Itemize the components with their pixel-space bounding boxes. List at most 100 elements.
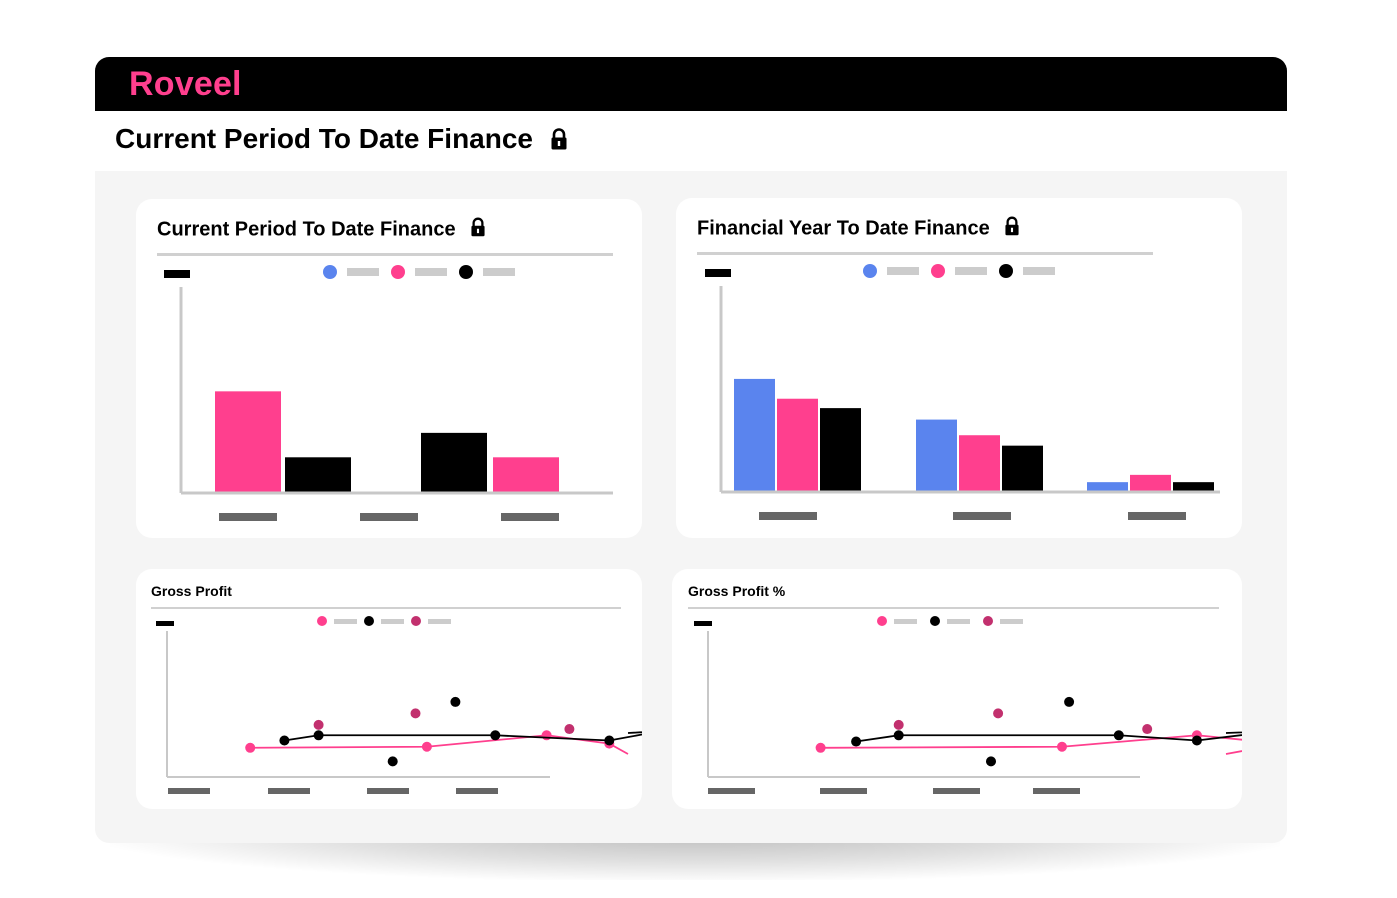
financial-year-card: Financial Year To Date Finance <box>676 198 1242 538</box>
x-tick-label <box>168 788 210 794</box>
top-bar: Roveel <box>95 57 1287 111</box>
gross-profit-pct-card: Gross Profit % <box>672 569 1242 809</box>
x-tick-label <box>268 788 310 794</box>
card-title: Current Period To Date Finance <box>157 217 485 243</box>
lock-icon <box>1005 216 1019 242</box>
y-axis-unit-label <box>156 621 174 626</box>
bar <box>1002 445 1043 491</box>
x-tick-label <box>820 788 867 794</box>
legend-marker <box>931 264 945 278</box>
legend-marker <box>863 264 877 278</box>
data-point <box>313 730 324 741</box>
lock-icon <box>551 125 567 157</box>
title-divider <box>151 607 621 609</box>
data-point <box>993 708 1004 719</box>
bar <box>421 432 487 492</box>
data-point <box>893 719 904 730</box>
y-axis-unit-label <box>705 269 731 277</box>
page-title-text: Current Period To Date Finance <box>115 123 533 154</box>
bar <box>916 419 957 491</box>
data-point <box>564 724 575 735</box>
legend-label <box>894 619 917 624</box>
legend-label <box>415 268 447 276</box>
x-tick-label <box>759 512 817 520</box>
bar <box>820 408 861 491</box>
data-point <box>1064 696 1075 707</box>
legend-marker <box>877 616 887 626</box>
app-logo[interactable]: Roveel <box>129 65 242 103</box>
legend-marker <box>999 264 1013 278</box>
title-divider <box>688 607 1219 609</box>
title-bar: Current Period To Date Finance <box>95 111 1287 171</box>
current-period-card: Current Period To Date Finance <box>136 199 642 538</box>
legend-label <box>1000 619 1023 624</box>
data-point <box>1057 741 1067 752</box>
x-tick-label <box>360 513 418 521</box>
legend-marker <box>983 616 993 626</box>
bar <box>1130 474 1171 491</box>
legend-marker <box>411 616 421 626</box>
data-point <box>1113 730 1124 741</box>
data-point <box>313 719 324 730</box>
series-line <box>284 731 642 742</box>
card-title-text: Current Period To Date Finance <box>157 218 456 241</box>
x-tick-label <box>1128 512 1186 520</box>
bar-chart <box>697 252 1220 520</box>
bar <box>959 435 1000 491</box>
legend-marker <box>364 616 374 626</box>
legend-label <box>955 267 987 275</box>
bar-chart <box>157 253 613 521</box>
legend-label <box>428 619 451 624</box>
title-divider <box>157 253 613 256</box>
data-point <box>986 756 996 767</box>
bar <box>1173 482 1214 491</box>
bar <box>1087 482 1128 491</box>
line-chart <box>151 607 642 794</box>
legend-label <box>483 268 515 276</box>
gross-profit-card: Gross Profit <box>136 569 642 809</box>
series-line <box>855 731 1242 743</box>
legend-marker <box>391 265 405 279</box>
data-point <box>604 735 615 746</box>
x-tick-label <box>456 788 498 794</box>
legend-label <box>334 619 357 624</box>
data-point <box>421 741 432 752</box>
line-chart <box>688 607 1242 794</box>
legend-marker <box>317 616 327 626</box>
legend-marker <box>459 265 473 279</box>
legend-marker <box>930 616 940 626</box>
data-point <box>893 730 904 741</box>
data-point <box>490 730 501 741</box>
bar <box>493 457 559 492</box>
page-title: Current Period To Date Finance <box>115 123 567 157</box>
x-tick-label <box>367 788 409 794</box>
bar <box>734 378 775 491</box>
bar <box>777 398 818 491</box>
data-point <box>815 742 826 753</box>
card-title-text: Financial Year To Date Finance <box>697 217 990 240</box>
y-axis-unit-label <box>694 621 712 626</box>
x-tick-label <box>1033 788 1080 794</box>
data-point <box>245 742 256 753</box>
legend-marker <box>323 265 337 279</box>
title-divider <box>697 252 1153 255</box>
y-axis-unit-label <box>164 270 190 278</box>
legend-label <box>347 268 379 276</box>
bar <box>215 391 281 492</box>
legend-label <box>381 619 404 624</box>
legend-label <box>947 619 970 624</box>
lock-icon <box>471 217 485 243</box>
data-point <box>450 696 461 707</box>
data-point <box>387 756 398 767</box>
data-point <box>279 735 290 746</box>
x-tick-label <box>501 513 559 521</box>
x-tick-label <box>219 513 277 521</box>
x-tick-label <box>953 512 1011 520</box>
bar <box>285 457 351 492</box>
data-point <box>1142 724 1153 735</box>
card-title: Gross Profit <box>151 583 232 599</box>
data-point <box>851 736 862 747</box>
legend-label <box>1023 267 1055 275</box>
card-title: Financial Year To Date Finance <box>697 216 1019 242</box>
data-point <box>541 730 552 741</box>
